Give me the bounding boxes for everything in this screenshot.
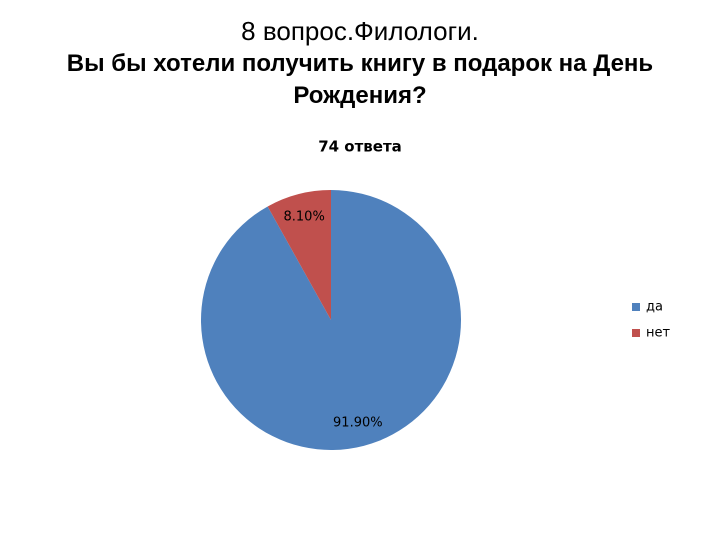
data-label: 8.10% xyxy=(284,209,325,224)
legend-label: да xyxy=(646,300,663,315)
chart-title: 74 ответа xyxy=(318,138,402,156)
legend-label: нет xyxy=(646,326,670,341)
header: 8 вопрос.Филологи. Вы бы хотели получить… xyxy=(0,14,720,112)
pie-slice xyxy=(201,190,462,450)
legend-swatch xyxy=(632,303,640,311)
title: 8 вопрос.Филологи. xyxy=(241,16,479,46)
legend-swatch xyxy=(632,329,640,337)
subtitle: Вы бы хотели получить книгу в подарок на… xyxy=(66,50,654,109)
data-label: 91.90% xyxy=(333,416,383,431)
pie-slice xyxy=(267,190,331,320)
